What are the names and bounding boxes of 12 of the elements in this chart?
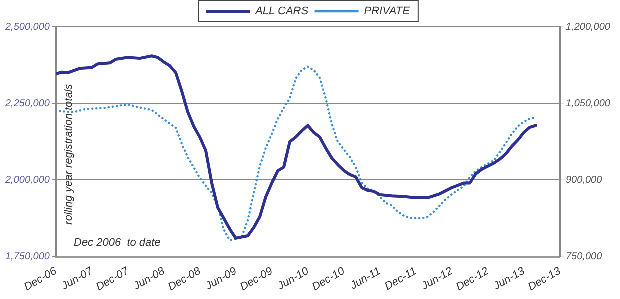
annotation: Dec 2006 to date (74, 236, 161, 249)
y2-tick-label: 900,000 (566, 175, 603, 186)
y-tick-label: 2,250,000 (4, 98, 50, 110)
y-tick-label: 2,000,000 (4, 175, 50, 186)
y2-tick-label: 1,200,000 (566, 22, 611, 33)
legend-label: PRIVATE (364, 6, 411, 18)
y-axis-title: rolling year registration totals (63, 84, 76, 225)
y2-tick-label: 750,000 (566, 252, 603, 263)
y-tick-label: 2,500,000 (4, 22, 50, 33)
y2-tick-label: 1,050,000 (566, 98, 611, 110)
y-tick-label: 1,750,000 (6, 252, 50, 263)
legend-label: ALL CARS (254, 6, 310, 18)
